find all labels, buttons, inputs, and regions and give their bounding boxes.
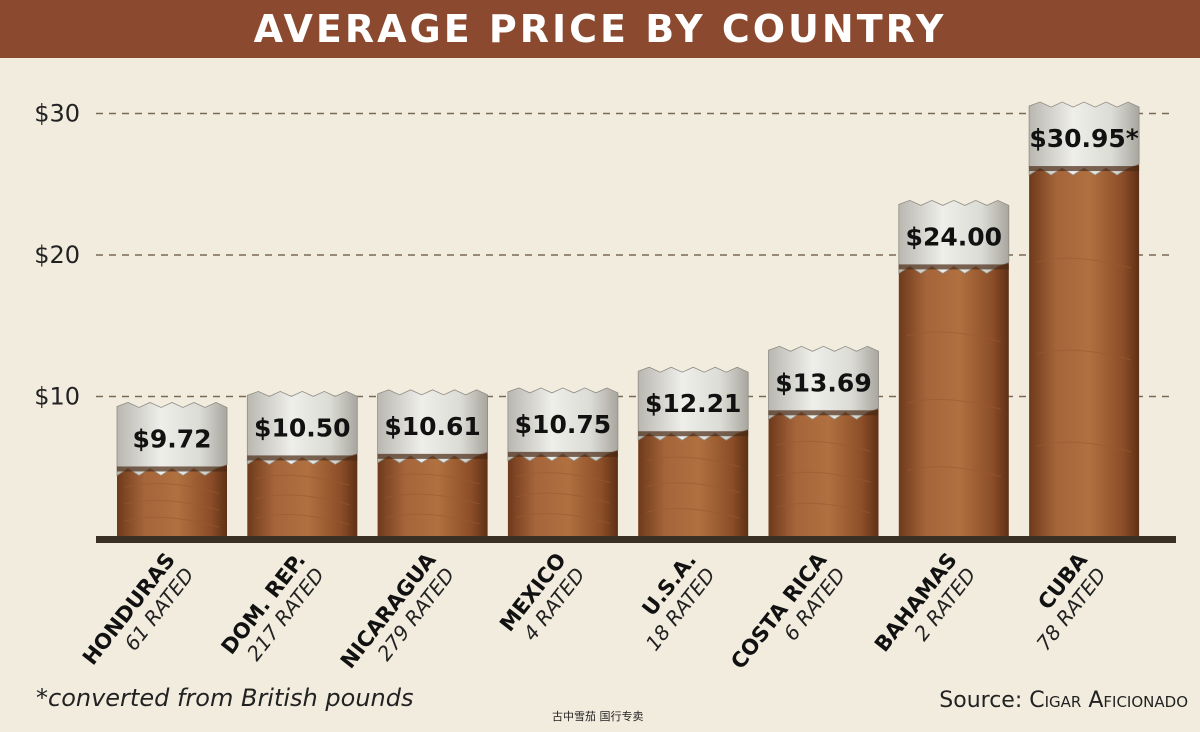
wrapper-vein <box>515 492 611 504</box>
wrapper-vein <box>906 466 1001 478</box>
y-tick-label: $20 <box>34 241 80 269</box>
wrapper-vein <box>1036 349 1132 361</box>
value-label: $10.50 <box>254 413 350 442</box>
wrapper-vein <box>776 502 871 514</box>
wrapper-vein <box>776 440 871 452</box>
x-tick-label-group: U.S.A.18 RATED <box>637 548 720 655</box>
wrapper-vein <box>1036 441 1132 453</box>
ember-line <box>377 453 488 459</box>
bar-bahamas <box>898 199 1010 538</box>
ember-line <box>247 455 358 461</box>
wrapper-vein <box>646 482 741 494</box>
ember-line <box>1029 166 1140 172</box>
source-credit: Source: Cigar Aficionado <box>939 688 1188 713</box>
wrapper-vein <box>124 516 220 528</box>
bar-dom-rep- <box>246 390 358 538</box>
wrapper-vein <box>515 472 611 483</box>
wrapper-vein <box>255 474 350 486</box>
y-tick-label: $10 <box>34 383 80 411</box>
wrapper-vein <box>124 499 220 511</box>
x-axis-baseline <box>96 536 1176 543</box>
value-label: $12.21 <box>645 389 741 418</box>
bar-u-s-a- <box>637 366 749 538</box>
value-label: $9.72 <box>132 424 211 453</box>
ember-line <box>117 466 227 472</box>
bar-cuba <box>1028 101 1140 538</box>
value-label: $30.95* <box>1029 124 1139 153</box>
wrapper-vein <box>906 331 1001 343</box>
wrapper-vein <box>255 494 350 506</box>
wrapper-vein <box>1036 257 1132 269</box>
chart-title: AVERAGE PRICE BY COUNTRY <box>0 0 1200 58</box>
x-tick-label-group: DOM. REP.217 RATED <box>217 548 330 665</box>
ember-line <box>898 264 1009 270</box>
bar-costa-rica <box>768 345 879 538</box>
wrapper-vein <box>646 456 741 468</box>
value-label: $10.75 <box>515 410 611 439</box>
wrapper-vein <box>776 471 871 483</box>
wrapper-vein <box>906 398 1001 410</box>
ember-line <box>768 410 879 416</box>
watermark: 古中雪茄 国行专卖 <box>552 710 644 723</box>
wrapper-vein <box>515 513 611 524</box>
wrapper-vein <box>124 483 220 494</box>
ember-line <box>638 431 749 437</box>
source-label: Source: <box>939 688 1023 713</box>
value-label: $24.00 <box>906 222 1002 251</box>
value-label: $13.69 <box>775 368 871 397</box>
bar-honduras <box>116 402 228 538</box>
wrapper-vein <box>385 473 480 485</box>
wrapper-vein <box>646 507 741 519</box>
ember-line <box>507 451 618 457</box>
wrapper-vein <box>385 513 480 525</box>
bar-nicaragua <box>377 389 488 538</box>
y-tick-label: $30 <box>34 100 80 128</box>
wrapper-vein <box>255 514 350 525</box>
value-label: $10.61 <box>384 412 480 441</box>
wrapper-vein <box>385 493 480 505</box>
bar-mexico <box>507 387 619 538</box>
source-name: Cigar Aficionado <box>1029 688 1188 713</box>
footnote: *converted from British pounds <box>36 684 414 712</box>
